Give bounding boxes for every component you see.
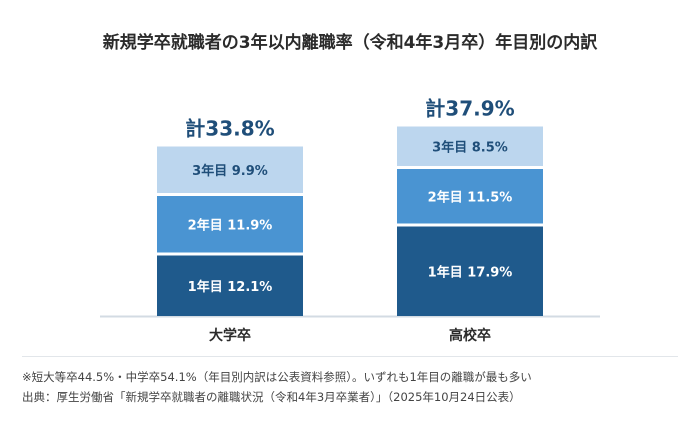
- segment-label-3-0: 3年目 9.9%: [192, 163, 268, 179]
- chart-title: 新規学卒就職者の3年以内離職率（令和4年3月卒）年目別の内訳: [102, 33, 598, 53]
- bar-segment-1-0: [157, 255, 303, 316]
- segment-label-2-1: 2年目 11.5%: [428, 189, 513, 205]
- total-label-0: 計33.8%: [185, 117, 274, 141]
- total-label-1: 計37.9%: [425, 97, 514, 121]
- bar-segment-2-1: [397, 169, 543, 224]
- footnote: ※短大等卒44.5%・中学卒54.1%（年目別内訳は公表資料参照）。いずれも1年…: [22, 370, 532, 384]
- bar-segment-2-0: [157, 196, 303, 253]
- source-note: 出典：厚生労働省「新規学卒就職者の離職状況（令和4年3月卒業者）」（2025年1…: [22, 390, 521, 404]
- bar-segment-3-0: [157, 146, 303, 193]
- bar-segment-3-1: [397, 126, 543, 166]
- segment-label-1-0: 1年目 12.1%: [188, 279, 273, 295]
- notes-area: ※短大等卒44.5%・中学卒54.1%（年目別内訳は公表資料参照）。いずれも1年…: [22, 356, 678, 407]
- bar-segment-1-1: [397, 226, 543, 316]
- category-label-0: 大学卒: [209, 327, 251, 344]
- segment-label-1-1: 1年目 17.9%: [428, 264, 513, 280]
- segment-label-2-0: 2年目 11.9%: [188, 217, 273, 233]
- segment-label-3-1: 3年目 8.5%: [432, 139, 508, 155]
- category-label-1: 高校卒: [449, 327, 491, 344]
